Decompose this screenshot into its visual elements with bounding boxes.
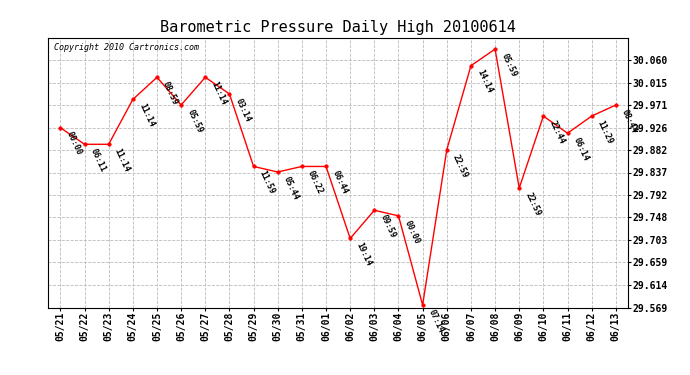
Text: 11:14: 11:14	[210, 80, 228, 106]
Text: 22:59: 22:59	[451, 153, 470, 179]
Text: Copyright 2010 Cartronics.com: Copyright 2010 Cartronics.com	[54, 43, 199, 52]
Title: Barometric Pressure Daily High 20100614: Barometric Pressure Daily High 20100614	[160, 20, 516, 35]
Text: 11:29: 11:29	[596, 119, 615, 146]
Text: 06:22: 06:22	[306, 169, 325, 196]
Text: 07:14: 07:14	[427, 308, 446, 334]
Text: 05:59: 05:59	[500, 52, 518, 78]
Text: 00:00: 00:00	[403, 219, 422, 245]
Text: 06:14: 06:14	[572, 136, 591, 162]
Text: 05:44: 05:44	[282, 175, 301, 201]
Text: 19:14: 19:14	[355, 241, 373, 268]
Text: 06:11: 06:11	[89, 147, 108, 174]
Text: 00:00: 00:00	[65, 130, 83, 157]
Text: 11:14: 11:14	[137, 102, 156, 129]
Text: 08:59: 08:59	[161, 80, 180, 106]
Text: 22:59: 22:59	[524, 191, 542, 217]
Text: 03:14: 03:14	[234, 97, 253, 123]
Text: 06:44: 06:44	[331, 169, 349, 196]
Text: 14:14: 14:14	[475, 69, 494, 95]
Text: 05:59: 05:59	[186, 108, 204, 134]
Text: 08:44: 08:44	[620, 108, 639, 134]
Text: 22:44: 22:44	[548, 119, 566, 146]
Text: 09:59: 09:59	[379, 213, 397, 240]
Text: 11:59: 11:59	[258, 169, 277, 196]
Text: 11:14: 11:14	[113, 147, 132, 174]
